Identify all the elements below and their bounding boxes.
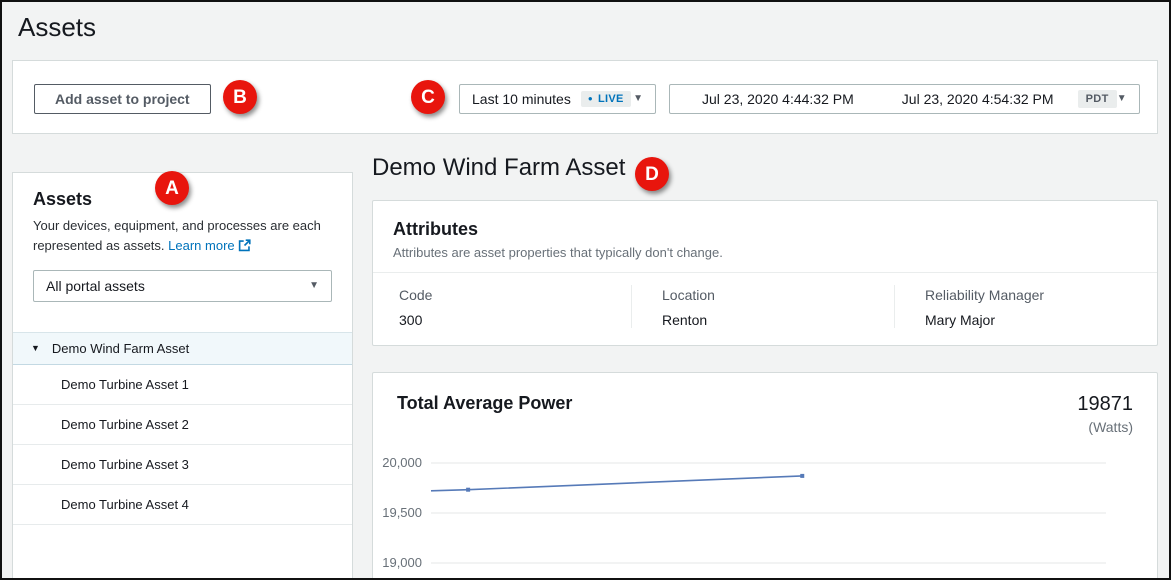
date-range-end: Jul 23, 2020 4:54:32 PM [901, 91, 1054, 107]
power-series-line [430, 475, 803, 492]
timezone-badge: PDT [1077, 90, 1117, 108]
y-axis-tick-label: 19,500 [382, 505, 422, 520]
chart-header: Total Average Power 19871 (Watts) [373, 373, 1157, 435]
power-line-chart: 20,000 19,500 19,000 [382, 455, 1106, 570]
y-axis-tick-label: 20,000 [382, 455, 422, 470]
attribute-label: Location [662, 287, 715, 303]
attribute-item-location: Location Renton [631, 285, 894, 328]
annotation-badge-b: B [223, 80, 257, 114]
annotation-badge-d: D [635, 157, 669, 191]
time-range-select[interactable]: Last 10 minutes ● LIVE ▼ [459, 84, 656, 114]
date-range-picker[interactable]: Jul 23, 2020 4:44:32 PM Jul 23, 2020 4:5… [669, 84, 1140, 114]
attributes-row: Code 300 Location Renton Reliability Man… [373, 273, 1157, 328]
attribute-label: Code [399, 287, 433, 303]
add-asset-to-project-button[interactable]: Add asset to project [34, 84, 211, 114]
chart-unit: (Watts) [1088, 419, 1133, 435]
data-point-marker [800, 473, 805, 478]
tree-expand-icon[interactable]: ▼ [31, 343, 40, 353]
tree-item-demo-turbine-asset-3[interactable]: Demo Turbine Asset 3 [13, 445, 352, 485]
total-average-power-panel: Total Average Power 19871 (Watts) 20,000… [372, 372, 1158, 578]
tree-item-demo-turbine-asset-4[interactable]: Demo Turbine Asset 4 [13, 485, 352, 525]
attribute-label: Reliability Manager [925, 287, 1045, 303]
asset-tree: ▼ Demo Wind Farm Asset Demo Turbine Asse… [13, 332, 352, 525]
assets-sidebar-panel: Assets Your devices, equipment, and proc… [12, 172, 353, 578]
data-point-marker [466, 487, 471, 492]
attribute-item-reliability-manager: Reliability Manager Mary Major [894, 285, 1157, 328]
chart-latest-value: 19871 [1077, 393, 1133, 415]
chevron-down-icon: ▼ [309, 280, 319, 291]
attributes-title: Attributes [393, 219, 478, 239]
date-range-start: Jul 23, 2020 4:44:32 PM [702, 91, 854, 107]
external-link-icon [238, 238, 251, 258]
sidebar-description-text: Your devices, equipment, and processes a… [33, 218, 321, 253]
tree-root-label: Demo Wind Farm Asset [51, 341, 190, 356]
attributes-header: Attributes Attributes are asset properti… [373, 201, 1157, 273]
live-badge: ● LIVE [580, 91, 631, 107]
attributes-panel: Attributes Attributes are asset properti… [372, 200, 1158, 346]
live-badge-label: LIVE [597, 93, 624, 105]
tree-child-label: Demo Turbine Asset 3 [61, 457, 189, 472]
chevron-down-icon: ▼ [1116, 93, 1127, 104]
chevron-down-icon: ▼ [633, 93, 643, 104]
attributes-description: Attributes are asset properties that typ… [393, 245, 723, 260]
sidebar-header: Assets Your devices, equipment, and proc… [13, 173, 352, 302]
live-dot-icon: ● [587, 94, 593, 103]
tree-item-demo-turbine-asset-1[interactable]: Demo Turbine Asset 1 [13, 365, 352, 405]
sidebar-title: Assets [33, 189, 93, 209]
tree-item-demo-wind-farm-asset[interactable]: ▼ Demo Wind Farm Asset [13, 332, 352, 365]
tree-child-label: Demo Turbine Asset 1 [61, 377, 189, 392]
y-axis-tick-label: 19,000 [382, 555, 422, 570]
filter-selected-value: All portal assets [46, 278, 145, 294]
chart-latest-reading: 19871 (Watts) [1077, 393, 1133, 435]
learn-more-link[interactable]: Learn more [168, 238, 251, 253]
attribute-item-code: Code 300 [373, 285, 631, 328]
tree-child-label: Demo Turbine Asset 4 [61, 497, 189, 512]
tree-item-demo-turbine-asset-2[interactable]: Demo Turbine Asset 2 [13, 405, 352, 445]
time-range-label: Last 10 minutes [472, 91, 571, 107]
toolbar-panel: Add asset to project Last 10 minutes ● LI… [12, 60, 1158, 134]
chart-title: Total Average Power [397, 393, 573, 413]
sidebar-description: Your devices, equipment, and processes a… [33, 216, 332, 258]
portal-assets-filter-select[interactable]: All portal assets ▼ [33, 270, 332, 302]
asset-title: Demo Wind Farm Asset [372, 154, 626, 181]
annotation-badge-a: A [155, 171, 189, 205]
attribute-value: Mary Major [925, 312, 996, 328]
annotation-badge-c: C [411, 80, 445, 114]
attribute-value: 300 [399, 312, 423, 328]
learn-more-label: Learn more [168, 238, 235, 253]
tree-child-label: Demo Turbine Asset 2 [61, 417, 189, 432]
page-title: Assets [18, 12, 97, 42]
attribute-value: Renton [662, 312, 708, 328]
